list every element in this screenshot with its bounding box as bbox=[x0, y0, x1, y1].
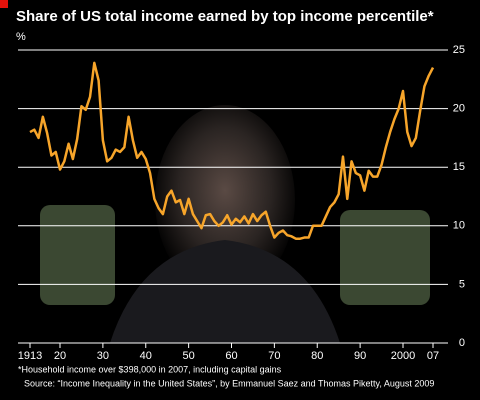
x-tick-label: 40 bbox=[140, 350, 152, 362]
x-tick-label: 90 bbox=[354, 350, 366, 362]
photo-money-left bbox=[40, 205, 115, 305]
x-tick-label: 07 bbox=[427, 350, 439, 362]
x-tick-label: 2000 bbox=[391, 350, 415, 362]
photo-body bbox=[110, 240, 340, 343]
x-tick-label: 1913 bbox=[18, 350, 42, 362]
x-tick-label: 70 bbox=[268, 350, 280, 362]
y-tick-label: 20 bbox=[453, 103, 465, 115]
photo-head bbox=[155, 105, 295, 295]
footnote: *Household income over $398,000 in 2007,… bbox=[18, 364, 282, 374]
chart-title: Share of US total income earned by top i… bbox=[16, 8, 434, 25]
y-tick-label: 0 bbox=[459, 337, 465, 349]
y-tick-label: 10 bbox=[453, 220, 465, 232]
x-tick-label: 80 bbox=[311, 350, 323, 362]
y-tick-label: 15 bbox=[453, 161, 465, 173]
y-tick-label: 25 bbox=[453, 44, 465, 56]
x-tick-label: 20 bbox=[54, 350, 66, 362]
red-tag bbox=[0, 0, 8, 8]
source: Source: “Income Inequality in the United… bbox=[24, 378, 434, 388]
x-tick-label: 50 bbox=[183, 350, 195, 362]
x-tick-label: 30 bbox=[97, 350, 109, 362]
photo-money-right bbox=[340, 210, 430, 305]
x-tick-label: 60 bbox=[225, 350, 237, 362]
y-axis-label: % bbox=[16, 31, 26, 43]
data-line bbox=[29, 61, 435, 240]
y-tick-label: 5 bbox=[459, 278, 465, 290]
